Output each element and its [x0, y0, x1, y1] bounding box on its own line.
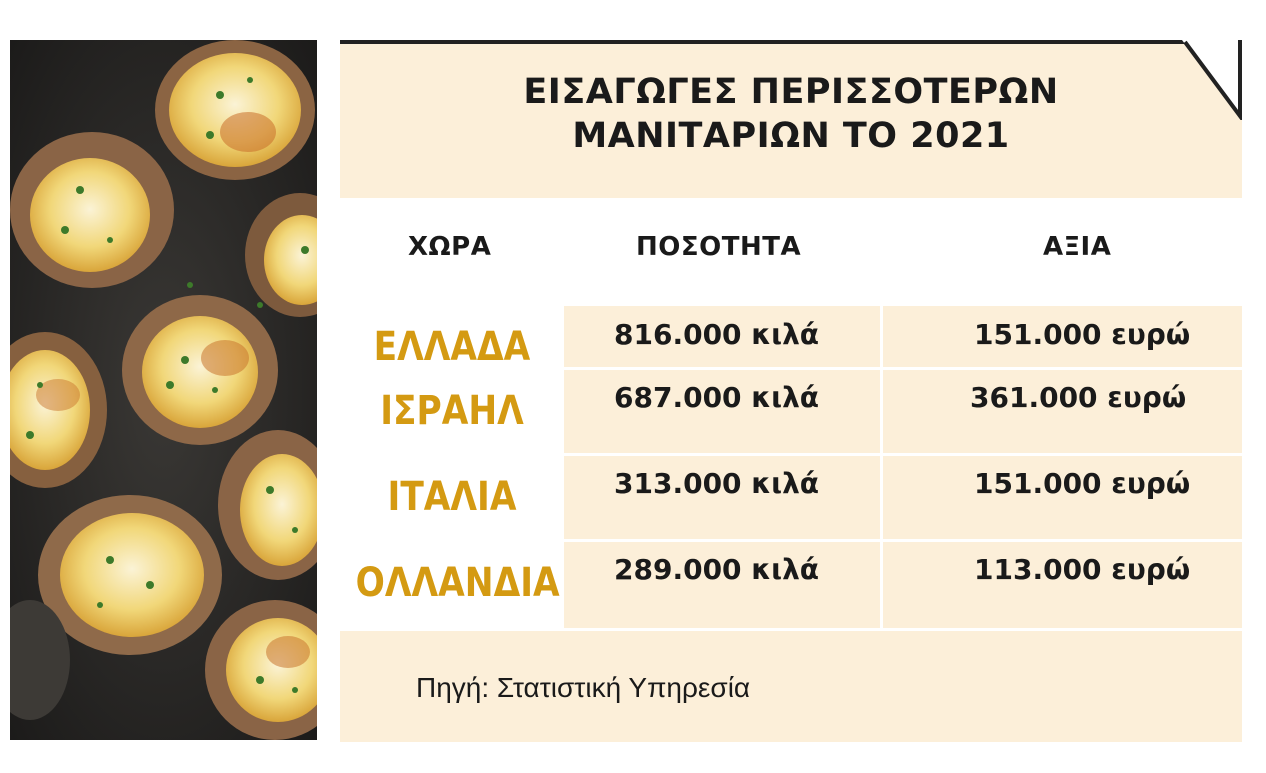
value-cell: 361.000 ευρώ: [970, 381, 1187, 414]
table-header: ΧΩΡΑ ΠΟΣΟΤΗΤΑ ΑΞΙΑ: [340, 198, 1242, 306]
country-cell: ΕΛΛΑΔΑ: [373, 324, 531, 370]
header-country: ΧΩΡΑ: [408, 232, 492, 262]
quantity-cell: 313.000 κιλά: [614, 467, 820, 500]
table-row: 816.000 κιλά 151.000 ευρώ: [564, 306, 1242, 368]
row-divider: [564, 367, 1242, 370]
source-note: Πηγή: Στατιστική Υπηρεσία: [416, 672, 751, 703]
title-line-1: ΕΙΣΑΓΩΓΕΣ ΠΕΡΙΣΣΟΤΕΡΩΝ: [523, 72, 1059, 112]
mushroom-1: [155, 40, 315, 180]
stuffed-mushrooms-photo: [10, 40, 317, 740]
country-cell: ΙΣΡΑΗΛ: [380, 388, 524, 434]
country-column: ΕΛΛΑΔΑ ΙΣΡΑΗΛ ΙΤΑΛΙΑ ΟΛΛΑΝΔΙΑ: [340, 306, 564, 628]
header-quantity: ΠΟΣΟΤΗΤΑ: [636, 232, 802, 262]
row-divider: [340, 628, 1242, 631]
country-cell: ΟΛΛΑΝΔΙΑ: [355, 560, 560, 606]
row-divider: [564, 453, 1242, 456]
quantity-cell: 289.000 κιλά: [614, 553, 820, 586]
table-row: 687.000 κιλά 361.000 ευρώ: [564, 369, 1242, 453]
value-cell: 113.000 ευρώ: [974, 553, 1191, 586]
table-row: 289.000 κιλά 113.000 ευρώ: [564, 541, 1242, 628]
quantity-cell: 816.000 κιλά: [614, 318, 820, 351]
folded-corner-icon: [1182, 40, 1242, 120]
infographic-panel: ΕΙΣΑΓΩΓΕΣ ΠΕΡΙΣΣΟΤΕΡΩΝ ΜΑΝΙΤΑΡΙΩΝ ΤΟ 202…: [340, 40, 1242, 742]
title-line-2: ΜΑΝΙΤΑΡΙΩΝ ΤΟ 2021: [572, 116, 1010, 156]
value-cell: 151.000 ευρώ: [974, 467, 1191, 500]
top-rule: [340, 40, 1185, 44]
country-cell: ΙΤΑΛΙΑ: [387, 474, 517, 520]
column-divider: [880, 306, 883, 628]
table-row: 313.000 κιλά 151.000 ευρώ: [564, 455, 1242, 539]
row-divider: [564, 539, 1242, 542]
value-cell: 151.000 ευρώ: [974, 318, 1191, 351]
header-value: ΑΞΙΑ: [1043, 232, 1112, 262]
quantity-cell: 687.000 κιλά: [614, 381, 820, 414]
imports-table: ΧΩΡΑ ΠΟΣΟΤΗΤΑ ΑΞΙΑ ΕΛΛΑΔΑ ΙΣΡΑΗΛ ΙΤΑΛΙΑ …: [340, 198, 1242, 631]
page-title: ΕΙΣΑΓΩΓΕΣ ΠΕΡΙΣΣΟΤΕΡΩΝ ΜΑΝΙΤΑΡΙΩΝ ΤΟ 202…: [340, 70, 1242, 158]
